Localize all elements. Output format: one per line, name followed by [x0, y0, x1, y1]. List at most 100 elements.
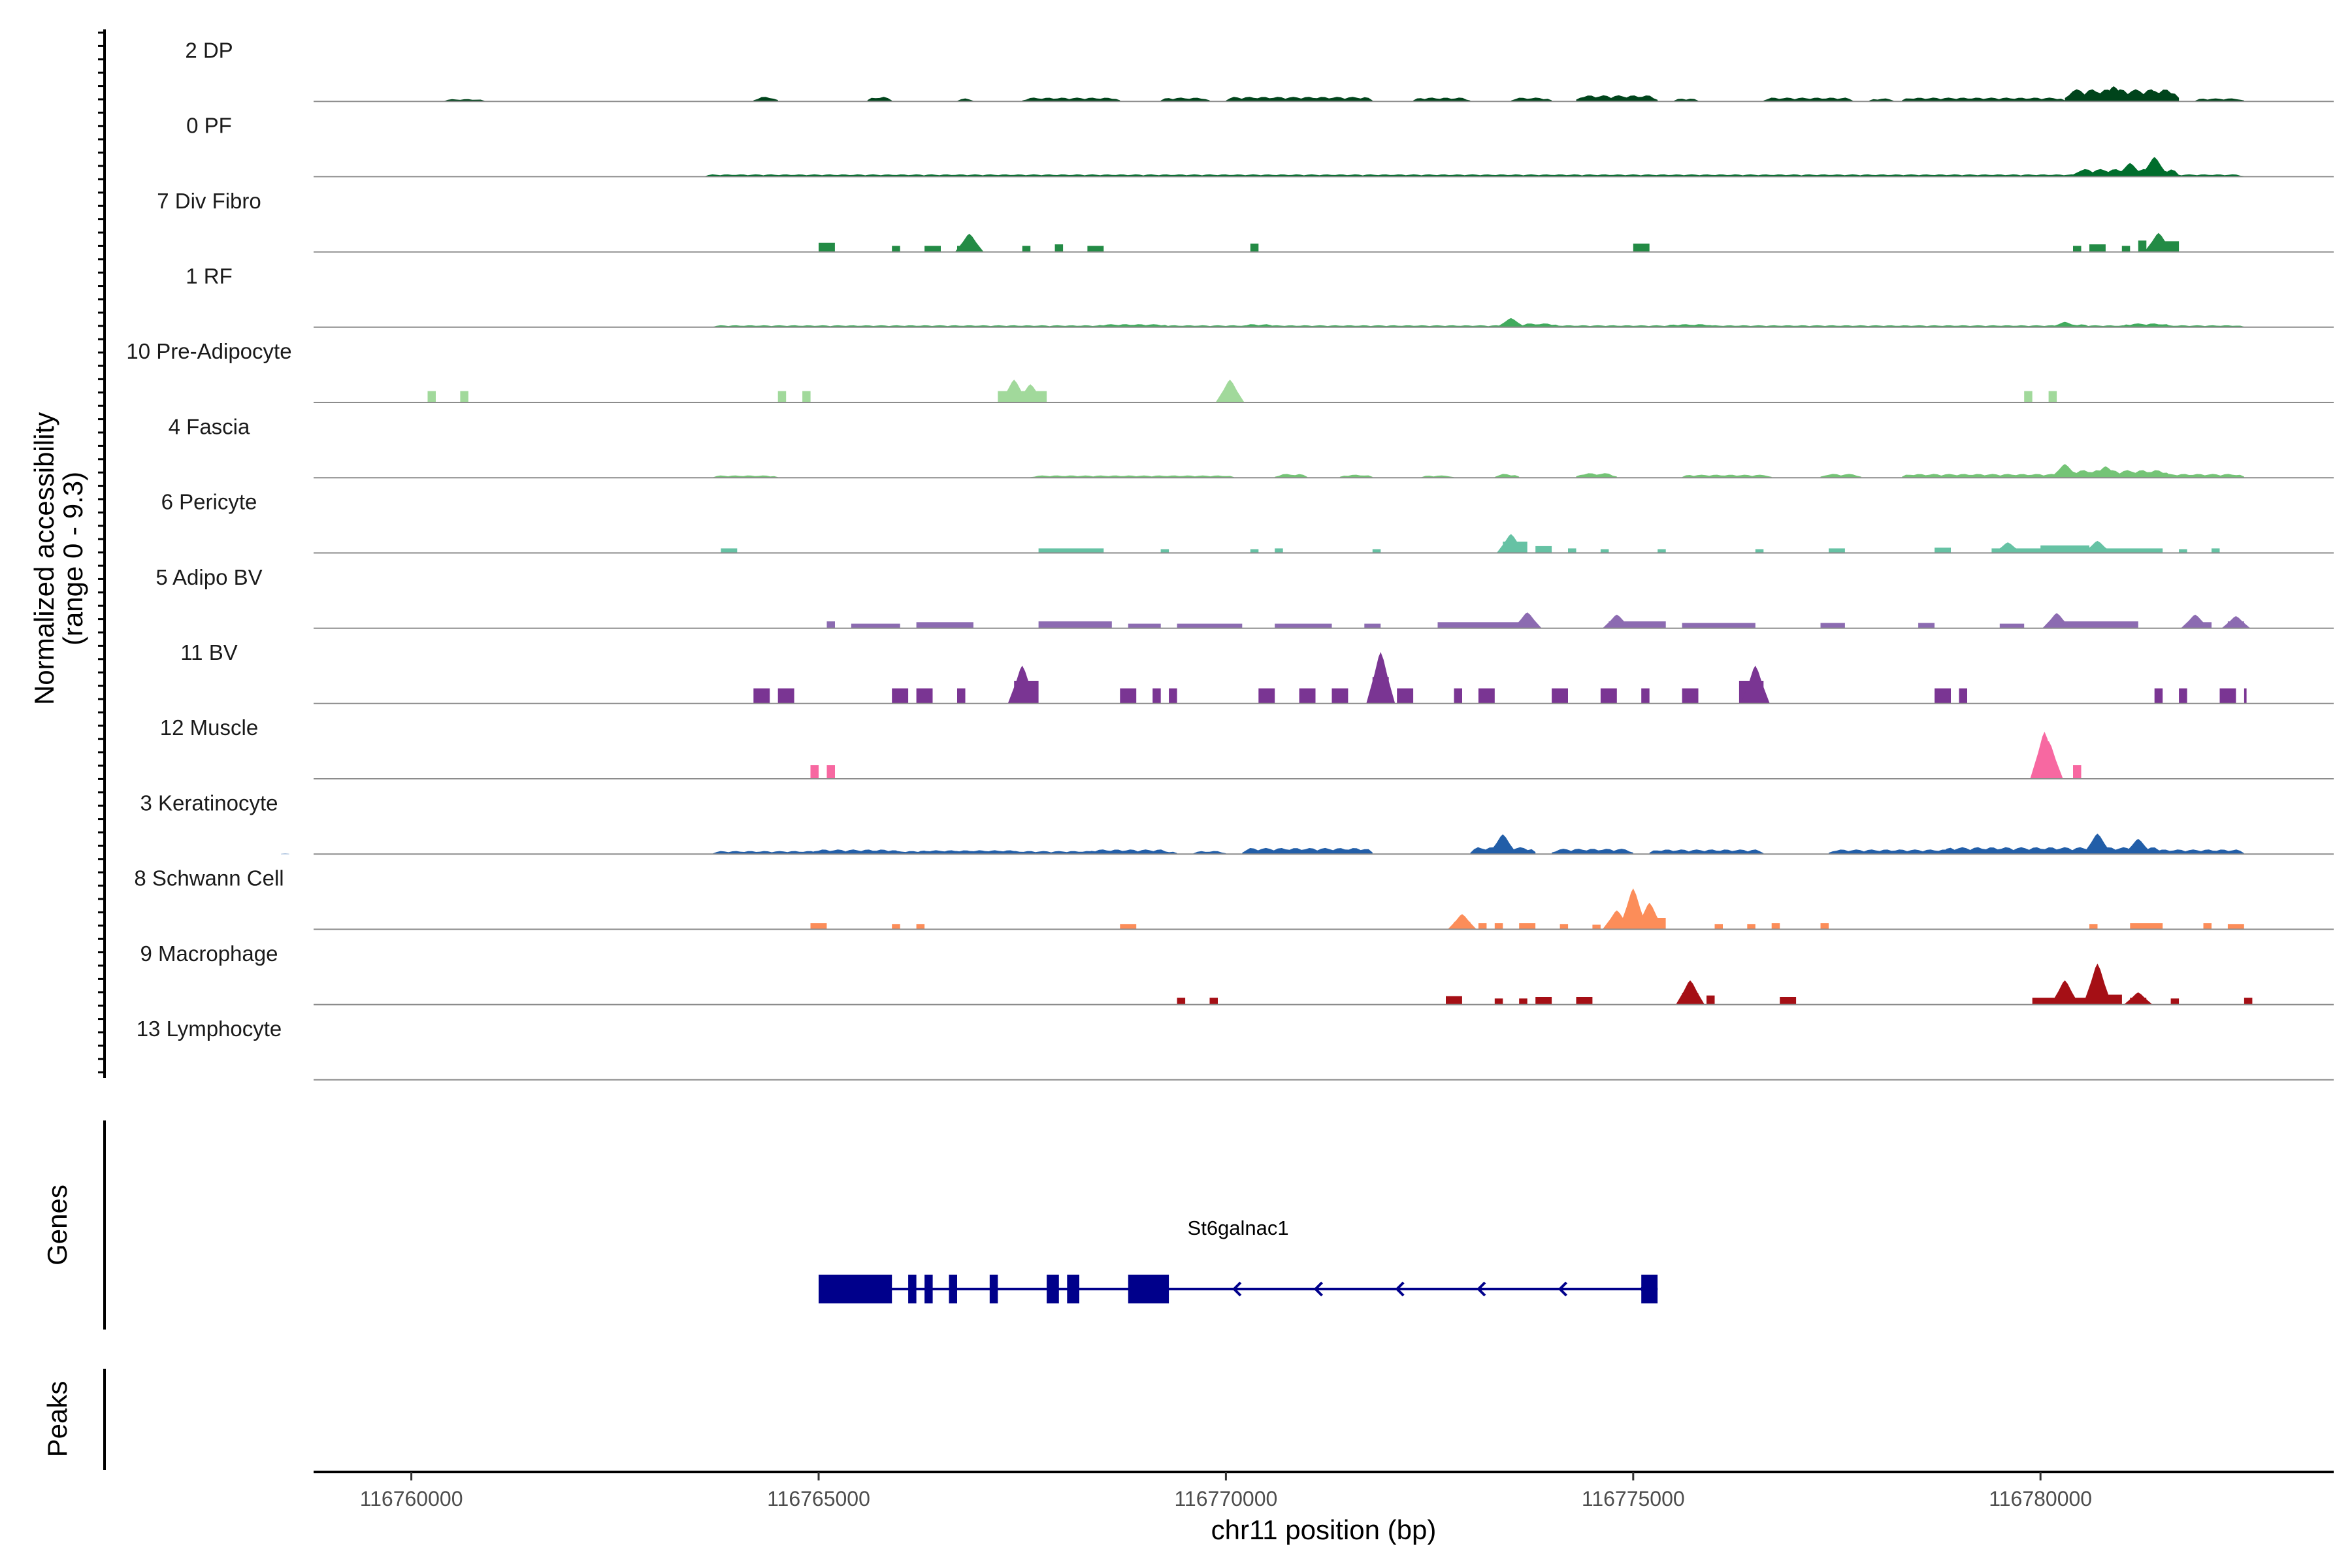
- coverage-region: [867, 97, 892, 102]
- coverage-block: [1519, 998, 1527, 1005]
- coverage-region: [1095, 324, 1169, 327]
- coverage-block: [1820, 923, 1829, 930]
- coverage-block: [1519, 923, 1536, 930]
- track-2-dp: 2 DP: [185, 38, 2334, 103]
- coverage-block: [1682, 688, 1699, 704]
- coverage-peak: [955, 233, 984, 252]
- coverage-block: [1600, 549, 1609, 553]
- coverage-peak: [2083, 963, 2112, 1005]
- coverage-block: [924, 246, 941, 252]
- gene-exon: [819, 1275, 892, 1303]
- coverage-block: [1299, 688, 1316, 704]
- coverage-block: [1087, 246, 1104, 252]
- track-11-bv: 11 BV: [180, 640, 2334, 704]
- coverage-block: [851, 623, 900, 629]
- coverage-block: [1478, 923, 1487, 930]
- coverage-peak: [1016, 384, 1045, 402]
- coverage-block: [892, 924, 900, 930]
- coverage-block: [957, 688, 966, 704]
- coverage-peak: [1676, 980, 1705, 1005]
- gene-exon: [1047, 1275, 1059, 1303]
- coverage-block: [1999, 623, 2025, 629]
- coverage-block: [916, 688, 933, 704]
- coverage-peak: [2144, 233, 2173, 252]
- coverage-block: [777, 391, 787, 402]
- coverage-block: [721, 548, 738, 553]
- y-axis-title-line2: (range 0 - 9.3): [57, 472, 88, 645]
- coverage-block: [2244, 998, 2253, 1005]
- x-tick-label: 116770000: [1175, 1487, 1278, 1511]
- coverage-block: [1120, 924, 1137, 930]
- peaks-axis-title: Peaks: [42, 1381, 73, 1458]
- coverage-peak: [1366, 651, 1396, 704]
- x-axis-title: chr11 position (bp): [1211, 1514, 1437, 1545]
- coverage-block: [1829, 548, 1845, 553]
- coverage-block: [1209, 998, 1218, 1005]
- gene-model: [819, 1275, 1658, 1303]
- coverage-peak: [2050, 321, 2080, 327]
- coverage-block: [1780, 997, 1797, 1005]
- coverage-peak: [1007, 665, 1037, 704]
- coverage-region: [1682, 474, 1772, 478]
- coverage-block: [1747, 924, 1756, 930]
- coverage-block: [1454, 688, 1462, 704]
- coverage-block: [1552, 688, 1568, 704]
- coverage-block: [1120, 688, 1137, 704]
- coverage-region: [1820, 474, 1861, 478]
- coverage-block: [1275, 623, 1332, 629]
- track-6-pericyte: 6 Pericyte: [161, 490, 2334, 554]
- coverage-block: [826, 765, 835, 779]
- coverage-block: [2244, 688, 2247, 704]
- coverage-region: [1275, 474, 1308, 478]
- coverage-region: [1193, 851, 1226, 855]
- track-1-rf: 1 RF: [186, 264, 2334, 328]
- coverage-block: [1658, 549, 1666, 553]
- track-label: 3 Keratinocyte: [140, 791, 278, 815]
- coverage-block: [1918, 623, 1935, 629]
- coverage-block: [1258, 688, 1275, 704]
- coverage-block: [1682, 623, 1756, 629]
- coverage-peak: [2050, 980, 2080, 1005]
- strand-arrow: [1558, 1281, 1567, 1297]
- gene-exon: [1128, 1275, 1169, 1303]
- coverage-block: [2203, 923, 2212, 930]
- track-label: 11 BV: [180, 640, 237, 664]
- coverage-block: [1707, 995, 1715, 1005]
- coverage-block: [2040, 545, 2089, 553]
- coverage-block: [1275, 548, 1283, 553]
- coverage-block: [2024, 391, 2033, 402]
- coverage-block: [810, 765, 819, 779]
- coverage-block: [1250, 243, 1259, 252]
- coverage-block: [916, 622, 973, 629]
- coverage-region: [1242, 324, 1275, 327]
- track-label: 4 Fascia: [169, 414, 250, 438]
- x-tick-label: 116765000: [767, 1487, 870, 1511]
- coverage-region: [1494, 474, 1520, 478]
- track-7-div-fibro: 7 Div Fibro: [157, 189, 2334, 253]
- strand-arrow: [1313, 1281, 1323, 1297]
- coverage-block: [1169, 688, 1177, 704]
- gene-exon: [949, 1275, 957, 1303]
- track-13-lymphocyte: 13 Lymphocyte: [137, 1017, 2334, 1081]
- coverage-block: [2219, 688, 2236, 704]
- coverage-block: [810, 923, 827, 930]
- coverage-tracks: 2 DP 0 PF 7 Div Fibro 1 RF 10 Pre-Adipocyte 4…: [126, 38, 2334, 1081]
- coverage-block: [916, 924, 925, 930]
- coverage-block: [1820, 623, 1845, 629]
- coverage-block: [2138, 240, 2147, 252]
- track-8-schwann-cell: 8 Schwann Cell: [134, 866, 2334, 930]
- coverage-region: [1160, 97, 1210, 102]
- coverage-block: [2121, 246, 2131, 252]
- strand-arrow: [1395, 1281, 1405, 1297]
- coverage-block: [2089, 244, 2106, 252]
- coverage-block: [1372, 549, 1381, 553]
- coverage-block: [1600, 688, 1617, 704]
- coverage-peak: [1496, 318, 1526, 327]
- coverage-peak: [1488, 834, 1518, 855]
- coverage-peak: [2123, 992, 2153, 1005]
- coverage-peak: [2115, 163, 2145, 177]
- coverage-peak: [1512, 612, 1542, 629]
- coverage-block: [1935, 688, 1951, 704]
- coverage-peak: [1993, 542, 2023, 553]
